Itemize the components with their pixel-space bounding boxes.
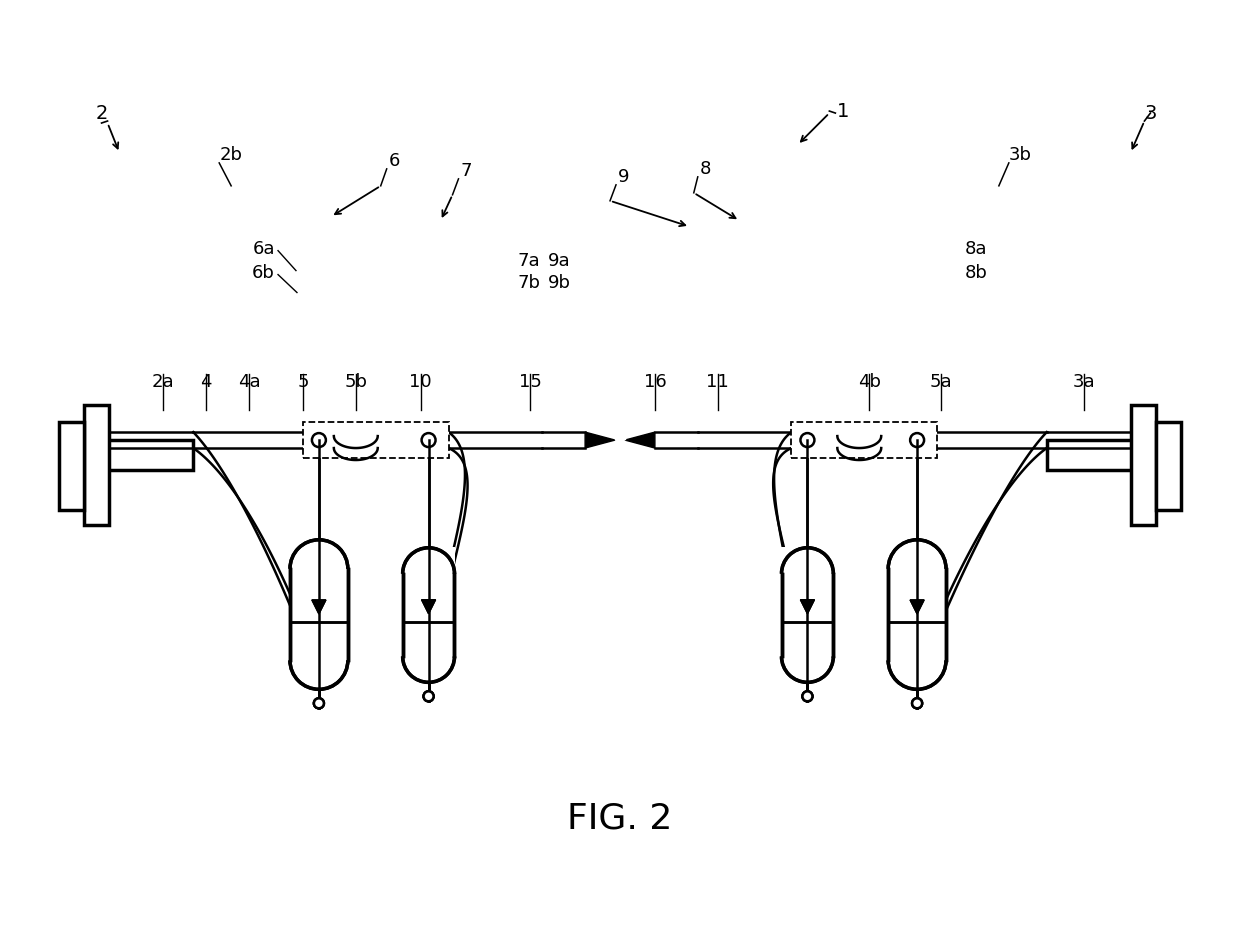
Text: 6b: 6b [252, 263, 275, 282]
Polygon shape [801, 600, 815, 614]
Bar [83, 440, 193, 470]
Polygon shape [312, 600, 326, 614]
Circle shape [424, 691, 434, 701]
Text: 4b: 4b [858, 373, 880, 392]
Circle shape [314, 698, 324, 709]
Polygon shape [801, 600, 815, 614]
Text: 2: 2 [95, 103, 108, 123]
Text: 8a: 8a [965, 240, 987, 258]
Text: 7a: 7a [517, 252, 541, 270]
Bar [83, 405, 109, 525]
Text: 8b: 8b [965, 263, 988, 282]
Text: 3a: 3a [1073, 373, 1095, 392]
Text: 7: 7 [460, 162, 472, 179]
Text: 9a: 9a [548, 252, 570, 270]
Circle shape [314, 698, 324, 709]
Text: 3: 3 [1145, 103, 1157, 123]
Circle shape [314, 698, 324, 709]
Circle shape [913, 698, 923, 709]
Polygon shape [422, 600, 435, 614]
Polygon shape [312, 600, 326, 614]
Circle shape [312, 433, 326, 447]
Bar [1047, 440, 1157, 470]
Text: 3b: 3b [1009, 146, 1032, 164]
Bar [1131, 405, 1157, 525]
Text: 6: 6 [388, 152, 401, 170]
Circle shape [802, 691, 812, 701]
Bar [289, 538, 348, 690]
Circle shape [424, 691, 434, 701]
Circle shape [802, 691, 812, 701]
Text: FIG. 2: FIG. 2 [568, 802, 672, 836]
Circle shape [801, 433, 815, 447]
Polygon shape [585, 432, 615, 448]
Text: 9b: 9b [548, 273, 572, 291]
Bar [887, 538, 947, 690]
Polygon shape [910, 600, 924, 614]
Bar [780, 547, 835, 684]
Polygon shape [625, 432, 655, 448]
Text: 8: 8 [699, 160, 711, 178]
Text: 6a: 6a [253, 240, 275, 258]
Text: 11: 11 [707, 373, 729, 392]
Text: 4: 4 [201, 373, 212, 392]
Polygon shape [910, 600, 924, 614]
Circle shape [913, 698, 923, 709]
Text: 5a: 5a [930, 373, 952, 392]
Bar [1157, 422, 1182, 510]
Text: 7b: 7b [517, 273, 541, 291]
Text: 2b: 2b [219, 146, 242, 164]
Text: 1: 1 [837, 101, 849, 121]
Circle shape [802, 691, 812, 701]
Text: 15: 15 [518, 373, 542, 392]
Bar [402, 547, 455, 684]
Circle shape [424, 691, 434, 701]
Bar [303, 422, 449, 458]
Text: 9: 9 [618, 167, 630, 186]
Circle shape [422, 433, 435, 447]
Text: 5: 5 [298, 373, 309, 392]
Polygon shape [422, 600, 435, 614]
Text: 5b: 5b [345, 373, 367, 392]
Text: 16: 16 [644, 373, 666, 392]
Bar [791, 422, 937, 458]
Text: 2a: 2a [153, 373, 175, 392]
Circle shape [910, 433, 924, 447]
Circle shape [913, 698, 923, 709]
Bar [58, 422, 83, 510]
Text: 10: 10 [409, 373, 432, 392]
Text: 4a: 4a [238, 373, 260, 392]
